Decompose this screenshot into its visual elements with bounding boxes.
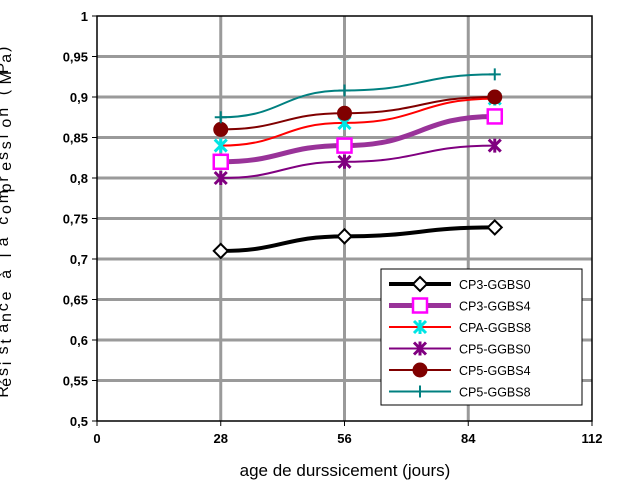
data-point xyxy=(488,68,501,81)
y-tick-label: 1 xyxy=(81,9,88,24)
legend-marker xyxy=(412,319,428,335)
data-point xyxy=(212,242,230,260)
data-point xyxy=(213,170,228,186)
data-point xyxy=(486,218,504,236)
y-axis-label-glyph: n xyxy=(0,313,15,322)
y-axis-label-glyph: R xyxy=(0,386,12,398)
grid xyxy=(97,16,592,421)
y-axis-label-glyph: i xyxy=(0,362,15,366)
legend: CP3-GGBS0 CP3-GGBS4 CPA-GGBS8 CP5-GGBS0 CP5-… xyxy=(380,268,583,406)
legend-label: CP3-GGBS0 xyxy=(459,278,531,292)
legend-item: CPA-GGBS8 xyxy=(389,319,531,335)
axis-ticks: 0 28 56 84 112 0,5 0,55 0,6 0,65 0,7 0,75 0,8 0,85 0,… xyxy=(63,9,603,446)
legend-marker xyxy=(414,385,426,398)
data-point xyxy=(212,153,229,171)
data-point xyxy=(338,84,351,97)
legend-label: CP3-GGBS4 xyxy=(459,300,531,314)
y-axis-label-glyph: o xyxy=(0,119,15,128)
y-axis-label-glyph: t xyxy=(0,339,15,344)
series-CP3-GGBS4 xyxy=(212,108,504,171)
y-axis-label-glyph: M xyxy=(0,71,15,84)
series-CP3-GGBS0 xyxy=(212,218,504,260)
legend-item: CP3-GGBS0 xyxy=(389,275,531,293)
data-point xyxy=(486,108,504,125)
y-axis-label-glyph: l xyxy=(0,254,15,258)
y-axis-label-glyph: é xyxy=(0,378,15,387)
y-axis-label-glyph: a xyxy=(0,237,12,246)
x-tick-label: 56 xyxy=(337,431,351,446)
y-axis-label-glyph: o xyxy=(0,205,15,214)
y-axis-label-glyph: i xyxy=(0,135,12,139)
y-axis-label-glyph: s xyxy=(0,346,12,354)
y-axis-label: )aPM(noisserpmocalàecnatsiséR xyxy=(0,47,15,398)
series-CP5-GGBS8 xyxy=(214,68,501,124)
legend-box xyxy=(380,268,583,406)
data-point xyxy=(336,137,353,154)
y-tick-label: 0,65 xyxy=(63,293,88,308)
legend-item: CP5-GGBS8 xyxy=(389,385,531,400)
legend-item: CP5-GGBS4 xyxy=(389,362,531,378)
legend-marker xyxy=(411,297,429,314)
x-tick-label: 84 xyxy=(461,431,476,446)
y-axis-label-glyph: à xyxy=(0,270,15,279)
data-point xyxy=(213,121,229,137)
y-axis-label-glyph: c xyxy=(0,303,12,311)
legend-label: CPA-GGBS8 xyxy=(459,321,531,335)
y-tick-label: 0,55 xyxy=(63,374,88,389)
y-axis-label-glyph: a xyxy=(0,54,15,63)
data-point xyxy=(337,105,352,121)
y-axis-label-glyph: a xyxy=(0,324,12,333)
y-axis-label-glyph: e xyxy=(0,291,15,300)
y-axis-label-glyph: r xyxy=(0,176,12,182)
legend-marker xyxy=(412,362,428,378)
y-axis-label-glyph: P xyxy=(0,63,12,74)
y-tick-label: 0,75 xyxy=(63,212,88,227)
y-axis-label-glyph: m xyxy=(0,190,12,203)
y-axis-label-glyph: n xyxy=(0,108,12,117)
legend-item: CP3-GGBS4 xyxy=(389,297,531,314)
series-line xyxy=(220,225,495,253)
y-tick-label: 0,5 xyxy=(70,414,88,429)
x-axis-label: age de durssicement (jours) xyxy=(240,461,451,480)
y-axis-label-glyph: s xyxy=(0,152,12,160)
legend-label: CP5-GGBS4 xyxy=(459,364,531,378)
legend-label: CP5-GGBS8 xyxy=(459,386,531,400)
x-tick-label: 112 xyxy=(582,431,603,446)
legend-marker xyxy=(412,341,428,356)
y-tick-label: 0,6 xyxy=(70,333,88,348)
x-tick-label: 0 xyxy=(93,431,100,446)
series-layer xyxy=(212,68,504,260)
data-point xyxy=(214,111,227,124)
legend-label: CP5-GGBS0 xyxy=(459,343,531,357)
series-CP5-GGBS0 xyxy=(213,138,502,186)
y-tick-label: 0,7 xyxy=(70,252,88,267)
data-point xyxy=(337,154,352,169)
series-CP5-GGBS4 xyxy=(213,89,503,137)
y-axis-label-glyph: s xyxy=(0,368,12,376)
y-tick-label: 0,95 xyxy=(63,50,88,65)
y-axis-label-glyph: ) xyxy=(0,47,12,52)
y-axis-label-glyph: c xyxy=(0,217,12,225)
x-tick-label: 28 xyxy=(214,431,228,446)
data-point xyxy=(213,138,228,153)
y-axis-label-glyph: s xyxy=(0,141,15,149)
legend-marker xyxy=(411,275,429,293)
data-point xyxy=(487,138,502,153)
legend-item: CP5-GGBS0 xyxy=(389,341,531,357)
data-point xyxy=(487,89,503,105)
y-tick-label: 0,9 xyxy=(70,90,88,105)
series-line xyxy=(220,144,495,179)
y-axis-label-glyph: ( xyxy=(0,89,12,95)
y-axis-label-glyph: p xyxy=(0,183,15,192)
data-point xyxy=(336,227,353,245)
y-tick-label: 0,8 xyxy=(70,171,88,186)
y-axis-label-glyph: e xyxy=(0,162,15,171)
y-tick-label: 0,85 xyxy=(63,131,88,146)
